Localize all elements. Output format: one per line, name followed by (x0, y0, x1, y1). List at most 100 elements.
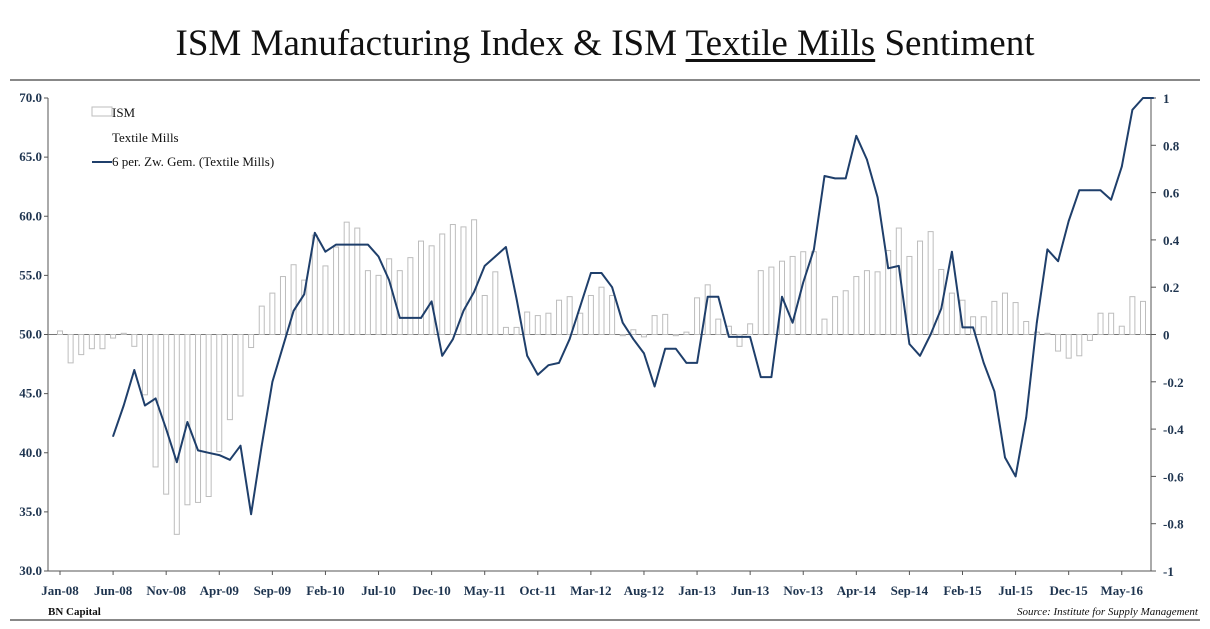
ism-bar (598, 286, 605, 336)
textile-mills-point (1036, 321, 1038, 324)
textile-mills-point (1152, 97, 1155, 99)
x-tick-label: Feb-15 (943, 583, 982, 598)
right-tick-label: -0.6 (1163, 469, 1184, 484)
ism-bar (67, 334, 74, 364)
ism-bar (173, 334, 180, 535)
textile-mills-point (218, 454, 221, 456)
right-tick-label: 0.2 (1163, 280, 1179, 295)
textile-mills-point (1078, 189, 1081, 192)
x-tick-label: Jul-10 (361, 583, 396, 598)
ism-bar (1055, 334, 1062, 352)
ism-bar (640, 334, 647, 338)
ism-bar (821, 318, 828, 336)
ism-bar (662, 313, 669, 335)
ism-bar (502, 326, 509, 335)
ism-bar (1023, 320, 1030, 335)
ism-bar (874, 271, 881, 336)
ism-bar (396, 270, 403, 335)
ism-bar (354, 227, 361, 335)
x-tick-label: May-16 (1100, 583, 1143, 598)
textile-mills-point (356, 243, 359, 246)
left-tick-label: 40.0 (19, 445, 42, 460)
ism-bar (524, 311, 531, 336)
right-tick-label: 1 (1163, 91, 1170, 106)
textile-mills-point (409, 317, 412, 319)
textile-mills-point (770, 376, 773, 378)
textile-mills-point (558, 362, 560, 364)
ism-bar (343, 221, 350, 336)
textile-mills-point (420, 317, 422, 319)
ism-bar (810, 251, 817, 336)
x-tick-label: May-11 (464, 583, 506, 598)
textile-mills-point (632, 338, 635, 341)
ism-bar (131, 334, 138, 347)
textile-mills-point (292, 310, 295, 312)
ism-bar (439, 233, 446, 335)
textile-mills-point (621, 321, 624, 324)
left-tick-label: 35.0 (19, 504, 42, 519)
textile-mills-point (154, 397, 157, 400)
title-prefix: ISM Manufacturing Index & ISM (175, 23, 686, 64)
x-tick-label: Sep-09 (254, 583, 292, 598)
textile-mills-point (1110, 198, 1112, 201)
ism-bar (1012, 302, 1019, 336)
ism-bar (184, 334, 191, 506)
ism-bar (258, 305, 265, 335)
textile-mills-point (834, 177, 836, 180)
textile-mills-point (802, 281, 805, 284)
ism-bar (736, 334, 743, 347)
textile-mills-point (250, 513, 252, 516)
title-suffix: Sentiment (875, 23, 1035, 64)
right-tick-label: 0.6 (1163, 186, 1180, 201)
x-tick-label: Feb-10 (306, 583, 344, 598)
textile-mills-point (388, 279, 390, 281)
textile-mills-point (1099, 189, 1102, 192)
legend-ism-swatch (91, 106, 113, 117)
ism-bar (120, 332, 127, 336)
textile-mills-point (473, 291, 475, 293)
textile-mills-point (186, 421, 189, 423)
ism-bar (216, 334, 223, 453)
textile-mills-point (611, 286, 613, 289)
ism-bar (959, 299, 966, 335)
ism-bar (991, 300, 998, 336)
textile-mills-point (260, 444, 263, 447)
ism-bar (290, 264, 297, 336)
right-tick-label: -0.4 (1163, 422, 1184, 437)
ism-bar (577, 312, 584, 335)
textile-mills-point (664, 347, 667, 350)
textile-mills-point (229, 459, 231, 461)
ism-bar (842, 290, 849, 335)
ism-bar (322, 265, 329, 336)
ism-bar (471, 219, 478, 335)
ism-bar (545, 312, 552, 335)
textile-mills-point (929, 333, 932, 336)
ism-bar (906, 255, 913, 335)
x-tick-label: Dec-10 (412, 583, 450, 598)
textile-mills-point (972, 326, 974, 329)
ism-bar (481, 294, 488, 336)
textile-mills-point (982, 362, 985, 364)
textile-mills-point (282, 345, 284, 348)
right-tick-label: -0.8 (1163, 517, 1184, 532)
textile-mills-point (823, 175, 826, 177)
ism-bar (917, 240, 924, 336)
left-tick-label: 60.0 (19, 208, 42, 223)
textile-mills-point (813, 248, 815, 251)
ism-bar (1140, 300, 1146, 336)
ism-bar (226, 334, 233, 421)
ism-bar (279, 276, 286, 335)
textile-mills-point (112, 435, 114, 437)
ism-bar (832, 296, 839, 336)
textile-mills-point (781, 295, 783, 298)
right-tick-label: 0.8 (1163, 138, 1180, 153)
ism-bar (1108, 312, 1115, 335)
ism-bar (747, 323, 754, 336)
x-tick-label: Dec-15 (1050, 583, 1089, 598)
ism-bar (672, 334, 679, 337)
ism-bar (407, 257, 414, 336)
textile-mills-point (133, 369, 136, 371)
ism-bar (885, 250, 892, 335)
textile-mills-point (271, 381, 274, 383)
